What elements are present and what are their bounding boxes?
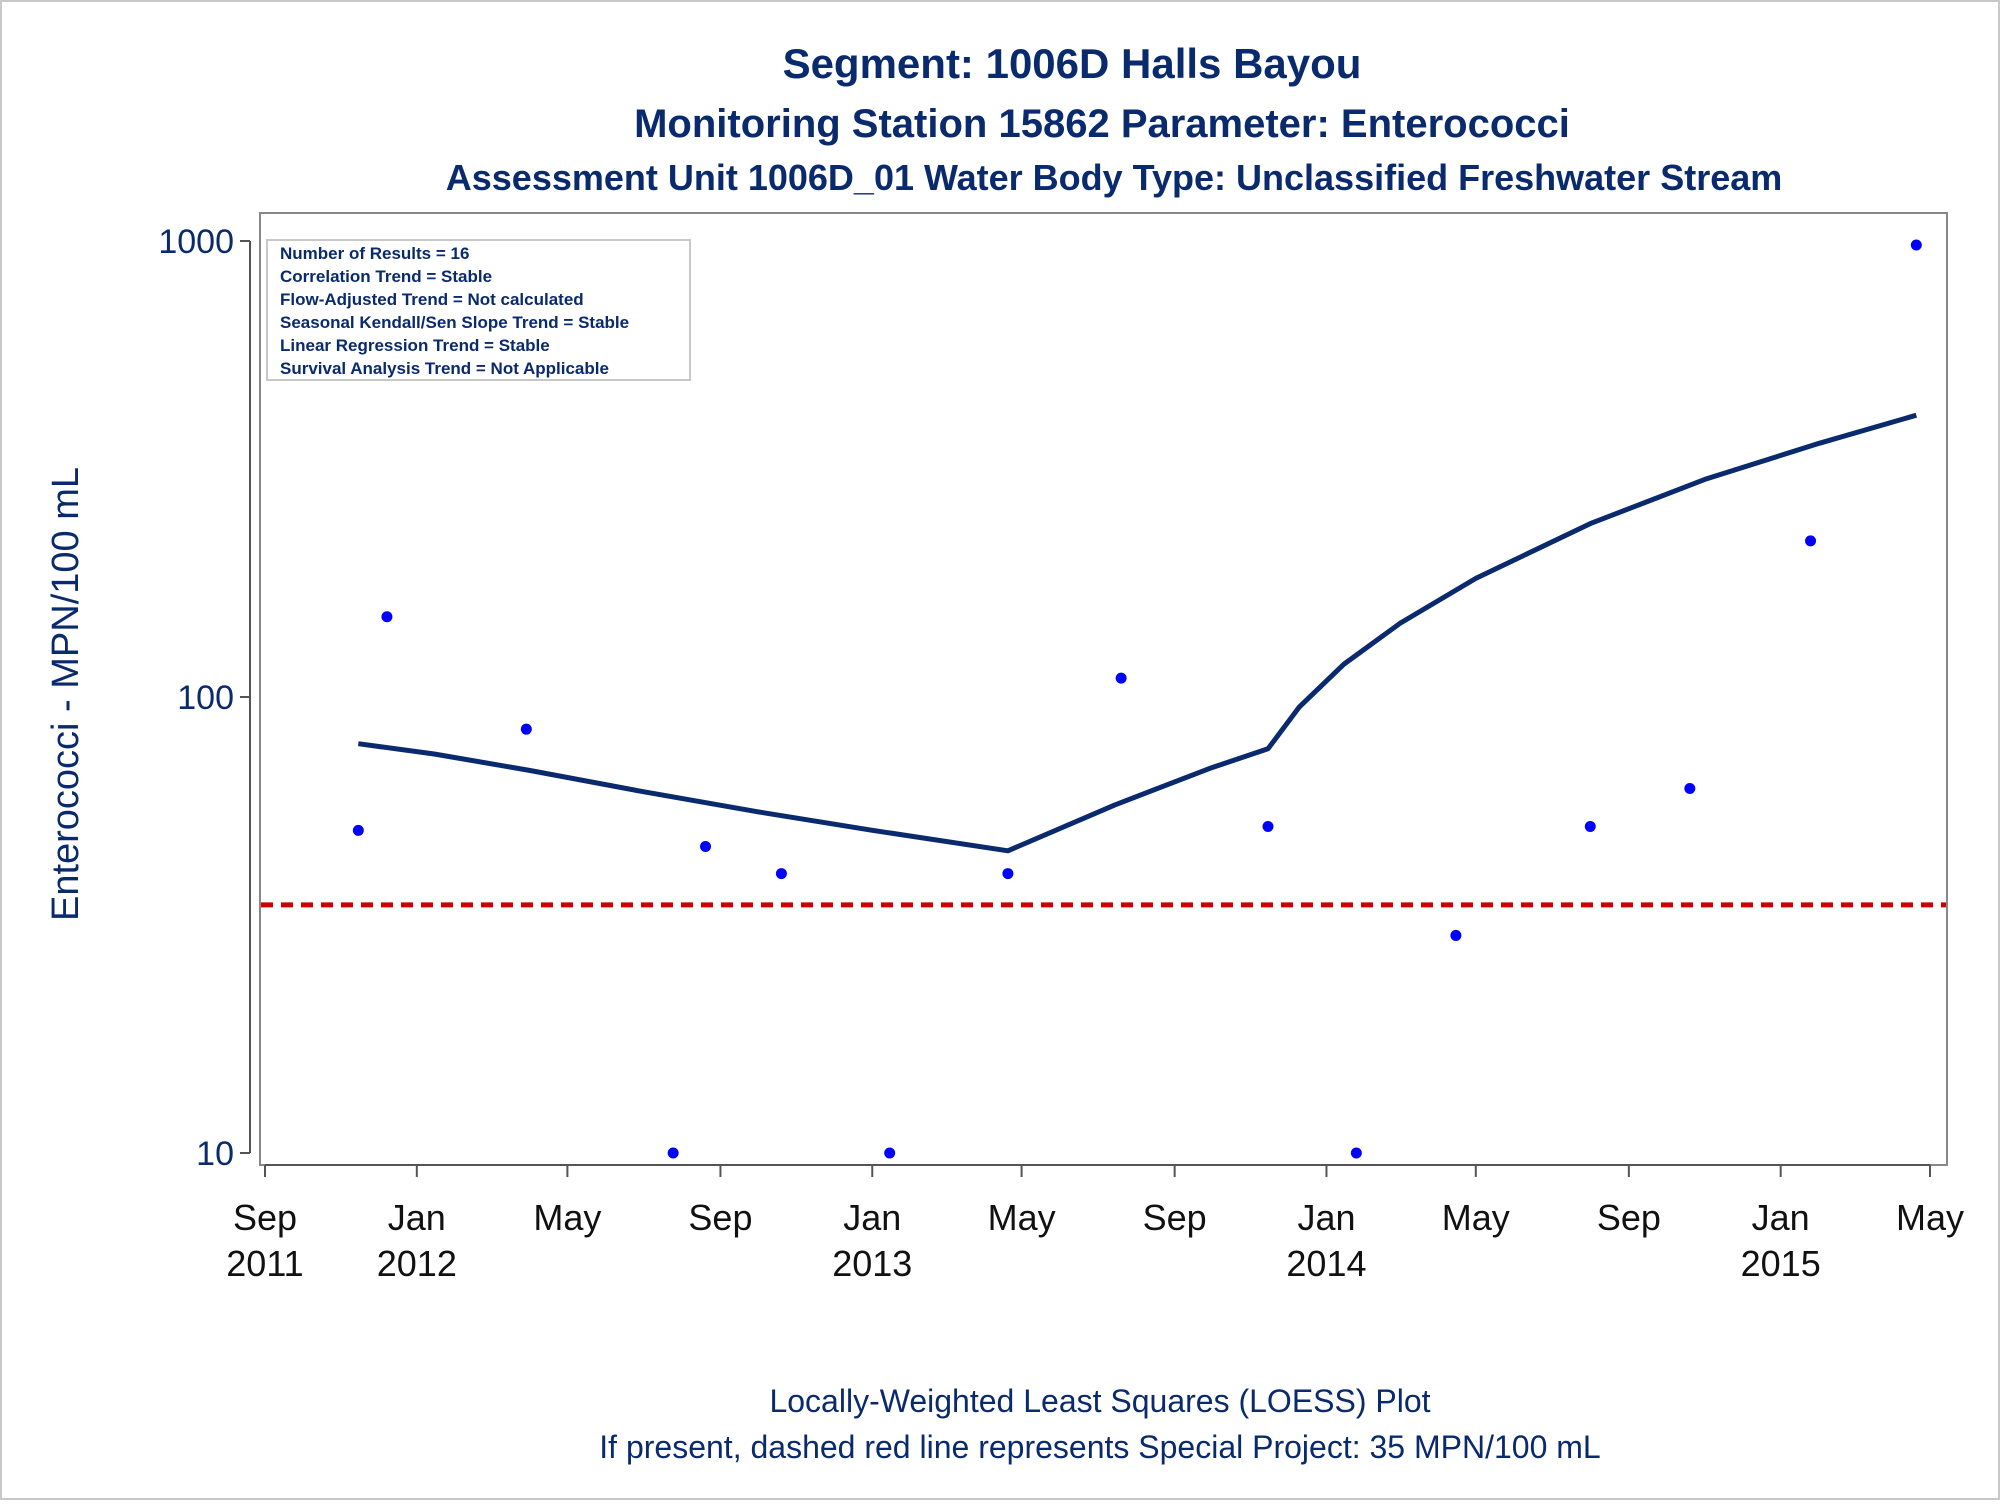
- x-tick-label: Sep: [1597, 1197, 1661, 1238]
- chart-subtitle-2: Assessment Unit 1006D_01 Water Body Type…: [446, 157, 1783, 198]
- footnote-2: If present, dashed red line represents S…: [599, 1429, 1600, 1465]
- data-point: [520, 723, 532, 735]
- chart-title: Segment: 1006D Halls Bayou: [783, 40, 1362, 87]
- x-tick-label: Sep: [1143, 1197, 1207, 1238]
- x-tick-label: Sep: [233, 1197, 297, 1238]
- x-tick-label: May: [533, 1197, 601, 1238]
- data-point: [1115, 672, 1127, 684]
- plot-layer: [261, 239, 1946, 1159]
- data-point: [1350, 1147, 1362, 1159]
- data-point: [1584, 821, 1596, 833]
- stats-line-2: Correlation Trend = Stable: [280, 267, 492, 286]
- data-point: [1450, 929, 1462, 941]
- data-point: [667, 1147, 679, 1159]
- x-tick-label: Sep: [688, 1197, 752, 1238]
- x-tick-label-year: 2011: [226, 1243, 303, 1284]
- x-tick-label: May: [1442, 1197, 1510, 1238]
- x-tick-label-year: 2013: [832, 1243, 912, 1284]
- x-axis: Sep 2011 Jan 2012 May Sep Jan 2013 May Sep Jan 2014…: [226, 1164, 1964, 1284]
- y-tick-label: 10: [196, 1135, 234, 1173]
- x-tick-label: May: [1896, 1197, 1964, 1238]
- x-tick-label: Jan: [1752, 1197, 1810, 1238]
- x-tick-label: May: [988, 1197, 1056, 1238]
- stats-line-5: Linear Regression Trend = Stable: [280, 336, 550, 355]
- data-point: [700, 841, 712, 853]
- data-point: [1910, 239, 1922, 251]
- x-tick-label: Jan: [1297, 1197, 1355, 1238]
- stats-line-3: Flow-Adjusted Trend = Not calculated: [280, 290, 584, 309]
- stats-line-6: Survival Analysis Trend = Not Applicable: [280, 359, 609, 378]
- data-point: [381, 611, 393, 623]
- data-point: [884, 1147, 896, 1159]
- x-tick-label-year: 2014: [1286, 1243, 1366, 1284]
- loess-line: [357, 412, 1917, 854]
- y-axis: 1000 100 10: [158, 223, 251, 1173]
- y-tick-label: 100: [177, 679, 234, 717]
- x-tick-label: Jan: [843, 1197, 901, 1238]
- y-tick-label: 1000: [158, 223, 234, 261]
- stats-box-frame: [266, 239, 691, 381]
- x-tick-label: Jan: [388, 1197, 446, 1238]
- x-tick-label-year: 2012: [377, 1243, 457, 1284]
- footnote-1: Locally-Weighted Least Squares (LOESS) P…: [769, 1383, 1430, 1419]
- stats-line-4: Seasonal Kendall/Sen Slope Trend = Stabl…: [280, 313, 629, 332]
- x-tick-label-year: 2015: [1741, 1243, 1821, 1284]
- stats-line-1: Number of Results = 16: [280, 244, 469, 263]
- data-point: [1805, 535, 1817, 547]
- data-point: [1262, 821, 1274, 833]
- data-point: [1002, 868, 1014, 880]
- stats-box: Number of Results = 16 Correlation Trend…: [266, 239, 691, 381]
- chart-subtitle: Monitoring Station 15862 Parameter: Ente…: [634, 102, 1570, 146]
- data-point: [352, 824, 364, 836]
- data-point: [775, 868, 787, 880]
- y-axis-label: Enterococci - MPN/100 mL: [45, 467, 87, 921]
- data-point: [1684, 783, 1696, 795]
